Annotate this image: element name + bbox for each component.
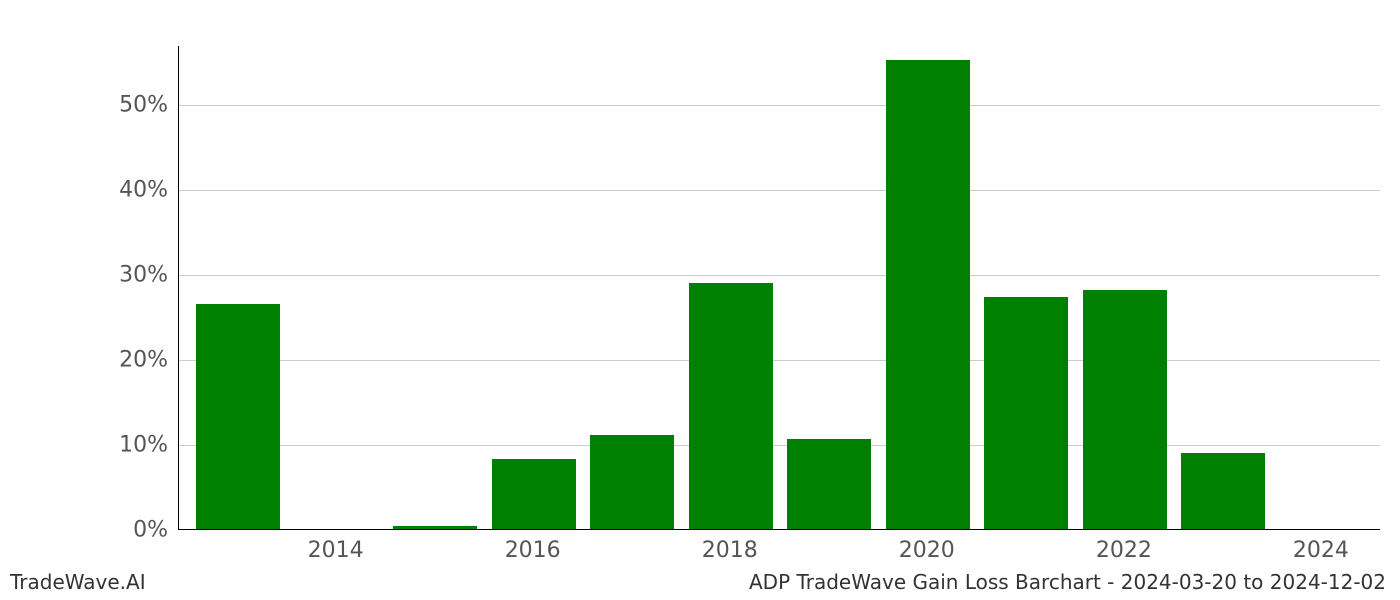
chart-container: TradeWave.AI ADP TradeWave Gain Loss Bar… — [0, 0, 1400, 600]
y-gridline — [179, 105, 1380, 106]
footer-caption: ADP TradeWave Gain Loss Barchart - 2024-… — [749, 570, 1386, 594]
x-tick-label: 2014 — [308, 538, 364, 563]
x-tick-label: 2022 — [1096, 538, 1152, 563]
y-tick-label: 10% — [110, 433, 168, 458]
bar — [590, 435, 674, 529]
x-tick-label: 2024 — [1293, 538, 1349, 563]
x-tick-label: 2018 — [702, 538, 758, 563]
bar — [393, 526, 477, 529]
y-gridline — [179, 445, 1380, 446]
y-gridline — [179, 360, 1380, 361]
x-tick-label: 2020 — [899, 538, 955, 563]
bar — [984, 297, 1068, 529]
y-gridline — [179, 190, 1380, 191]
bar — [1083, 290, 1167, 529]
y-tick-label: 40% — [110, 178, 168, 203]
y-tick-label: 0% — [110, 518, 168, 543]
y-gridline — [179, 275, 1380, 276]
bar — [1181, 453, 1265, 529]
x-tick-label: 2016 — [505, 538, 561, 563]
y-tick-label: 50% — [110, 93, 168, 118]
bar — [886, 60, 970, 529]
bar — [787, 439, 871, 529]
plot-area — [178, 46, 1380, 530]
y-tick-label: 30% — [110, 263, 168, 288]
bar — [196, 304, 280, 529]
bar — [689, 283, 773, 529]
y-tick-label: 20% — [110, 348, 168, 373]
bar — [492, 459, 576, 529]
footer-brand: TradeWave.AI — [10, 570, 146, 594]
